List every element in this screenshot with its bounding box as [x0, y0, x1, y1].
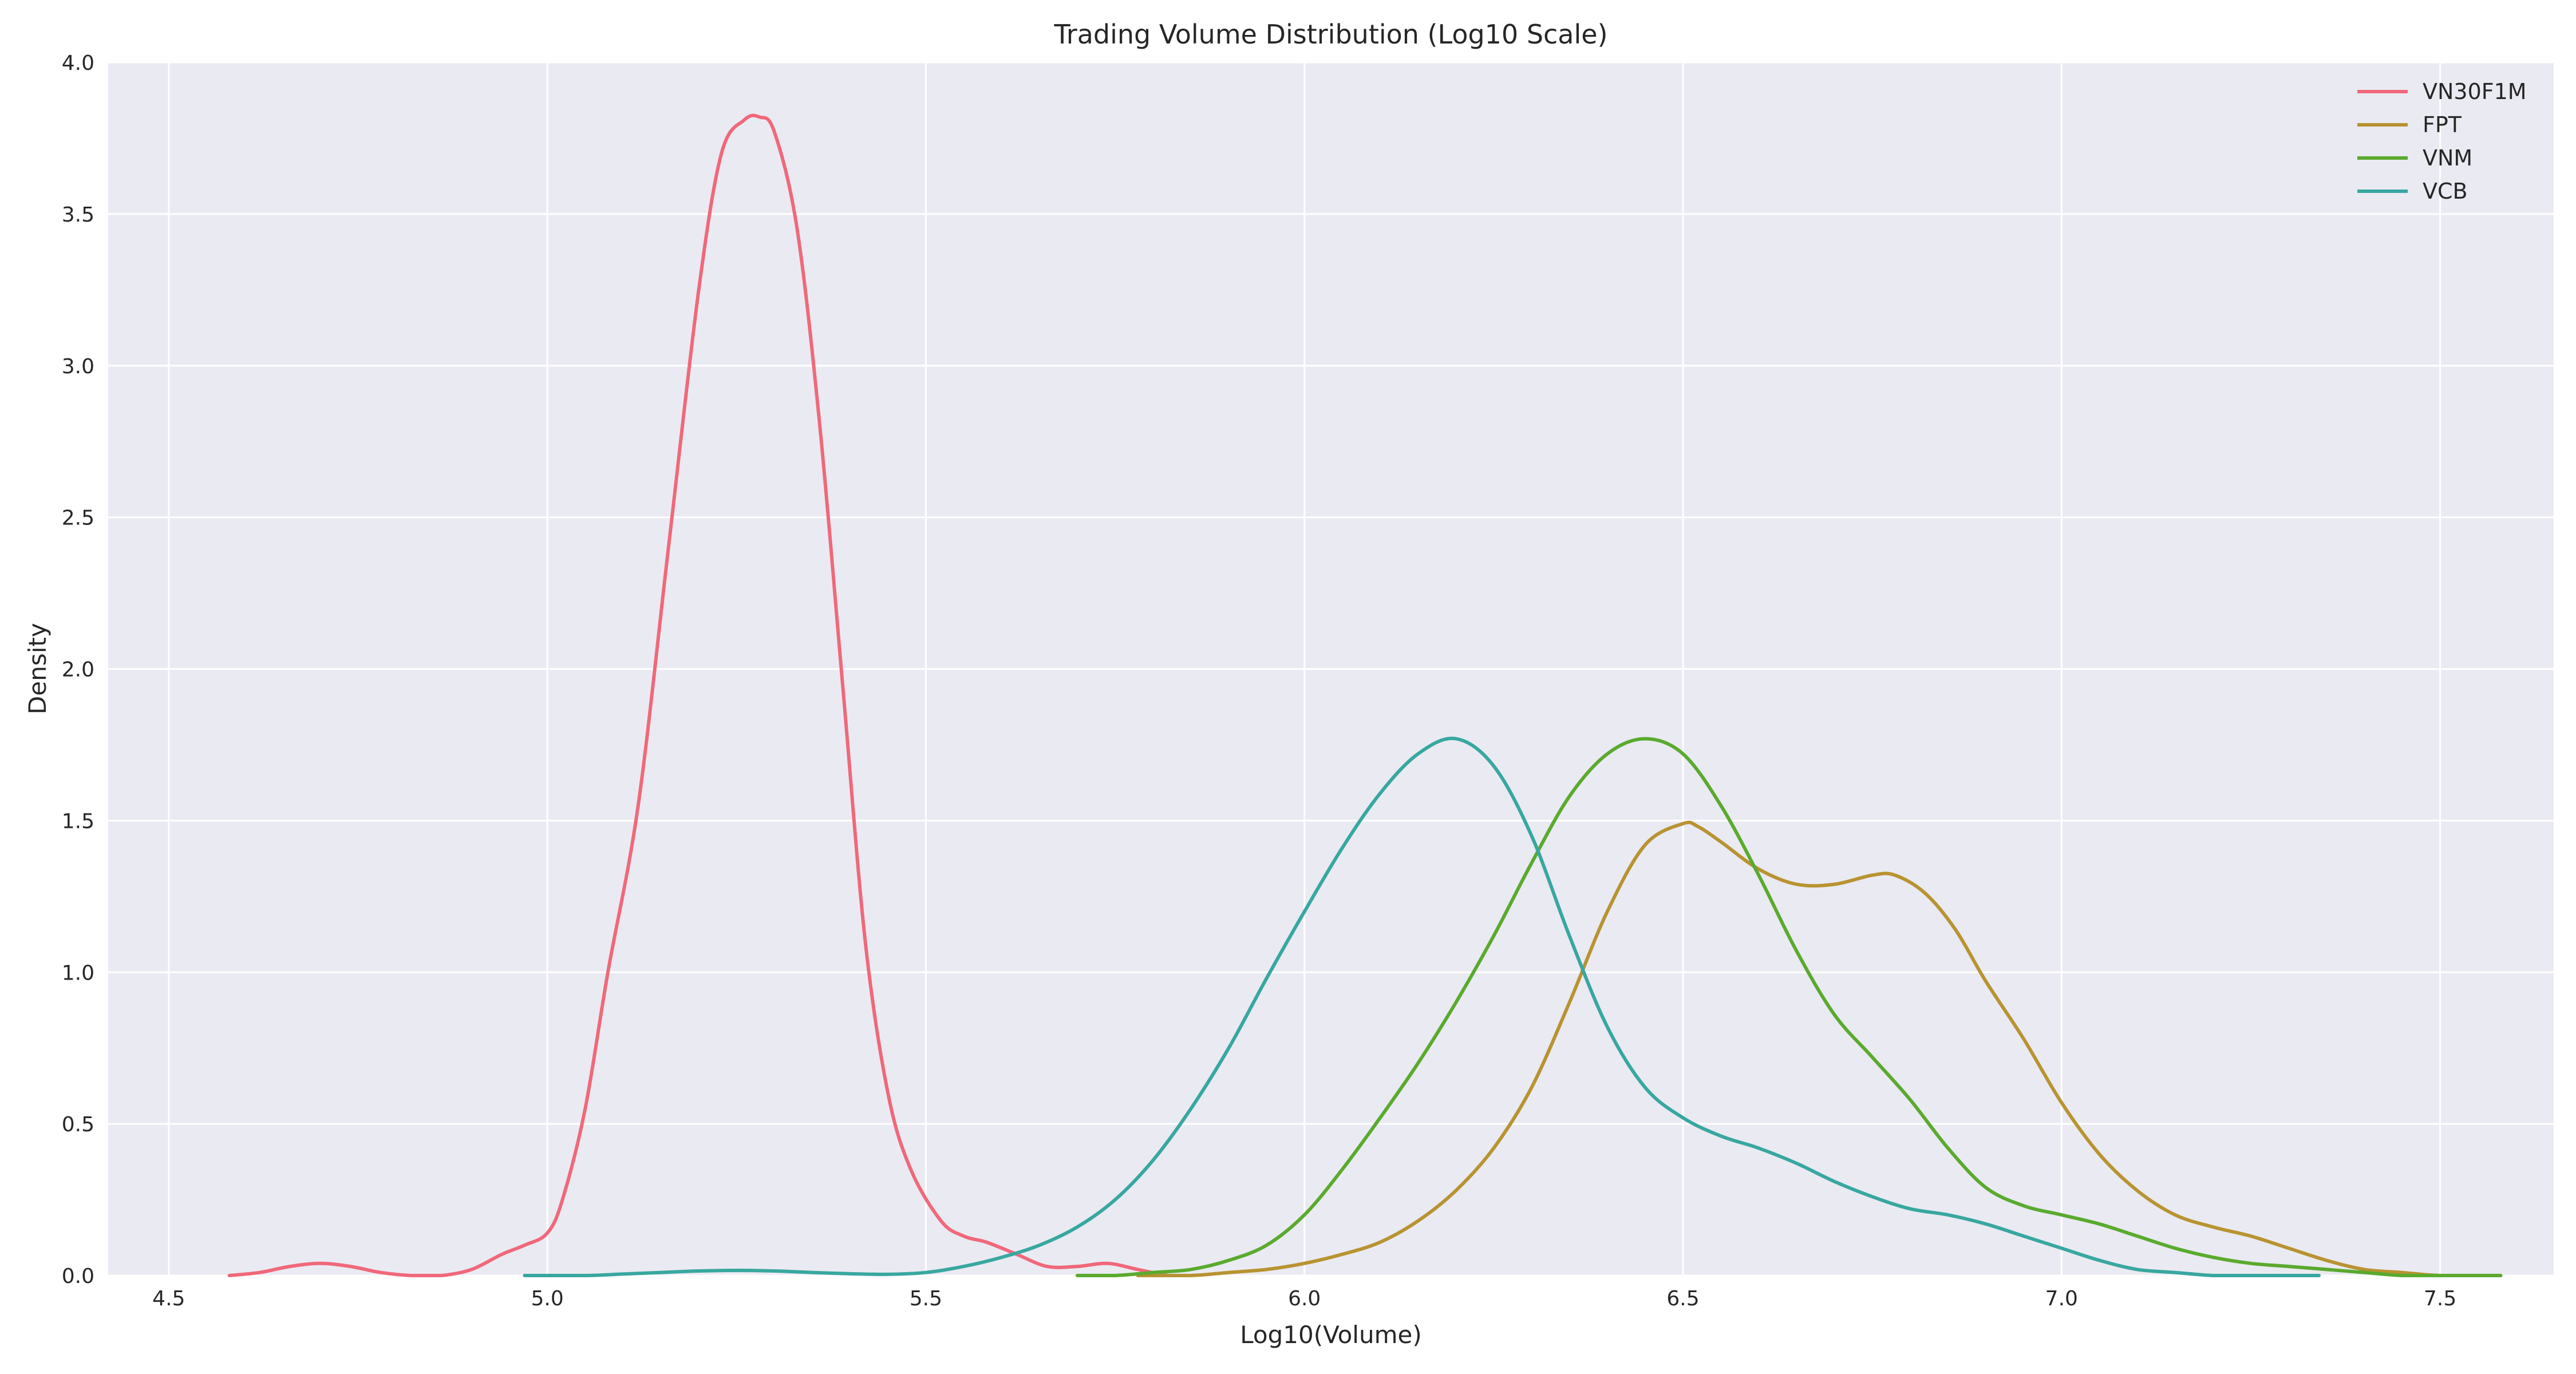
grid-lines: [108, 61, 2554, 1277]
x-tick-label: 5.5: [910, 1287, 942, 1310]
series-line-vcb: [523, 736, 2321, 1278]
series-line-vn30f1m: [227, 113, 1193, 1278]
series-line-vnm: [1075, 737, 2503, 1278]
y-tick-label: 1.5: [62, 810, 94, 833]
tick-labels: 4.5 5.0 5.5 6.0 6.5 7.0 7.5 0.0 0.5 1.0 1.5 2.0 2.5 3…: [62, 52, 2457, 1310]
y-tick-label: 3.5: [62, 203, 94, 227]
x-tick-label: 6.0: [1288, 1287, 1321, 1310]
y-tick-label: 2.5: [62, 507, 94, 530]
x-tick-label: 4.5: [152, 1287, 185, 1310]
series-line-fpt: [1136, 820, 2503, 1278]
x-tick-label: 6.5: [1666, 1287, 1699, 1310]
chart-title: Trading Volume Distribution (Log10 Scale…: [1053, 19, 1607, 50]
x-axis-title: Log10(Volume): [1240, 1321, 1421, 1349]
y-tick-label: 1.0: [62, 961, 94, 985]
y-tick-label: 0.5: [62, 1113, 94, 1136]
y-tick-label: 3.0: [62, 355, 94, 378]
legend-label-fpt: FPT: [2423, 112, 2462, 137]
legend-label-vnm: VNM: [2423, 145, 2472, 171]
y-axis-title: Density: [23, 623, 52, 714]
x-tick-label: 7.5: [2424, 1287, 2456, 1310]
series-lines: [227, 113, 2503, 1278]
y-tick-label: 0.0: [62, 1265, 94, 1288]
x-tick-label: 5.0: [531, 1287, 563, 1310]
legend-label-vcb: VCB: [2423, 179, 2468, 204]
legend-label-vn30f1m: VN30F1M: [2423, 79, 2527, 104]
legend: VN30F1M FPT VNM VCB: [2357, 79, 2527, 204]
y-tick-label: 2.0: [62, 658, 94, 682]
y-tick-label: 4.0: [62, 52, 94, 75]
x-tick-label: 7.0: [2045, 1287, 2078, 1310]
